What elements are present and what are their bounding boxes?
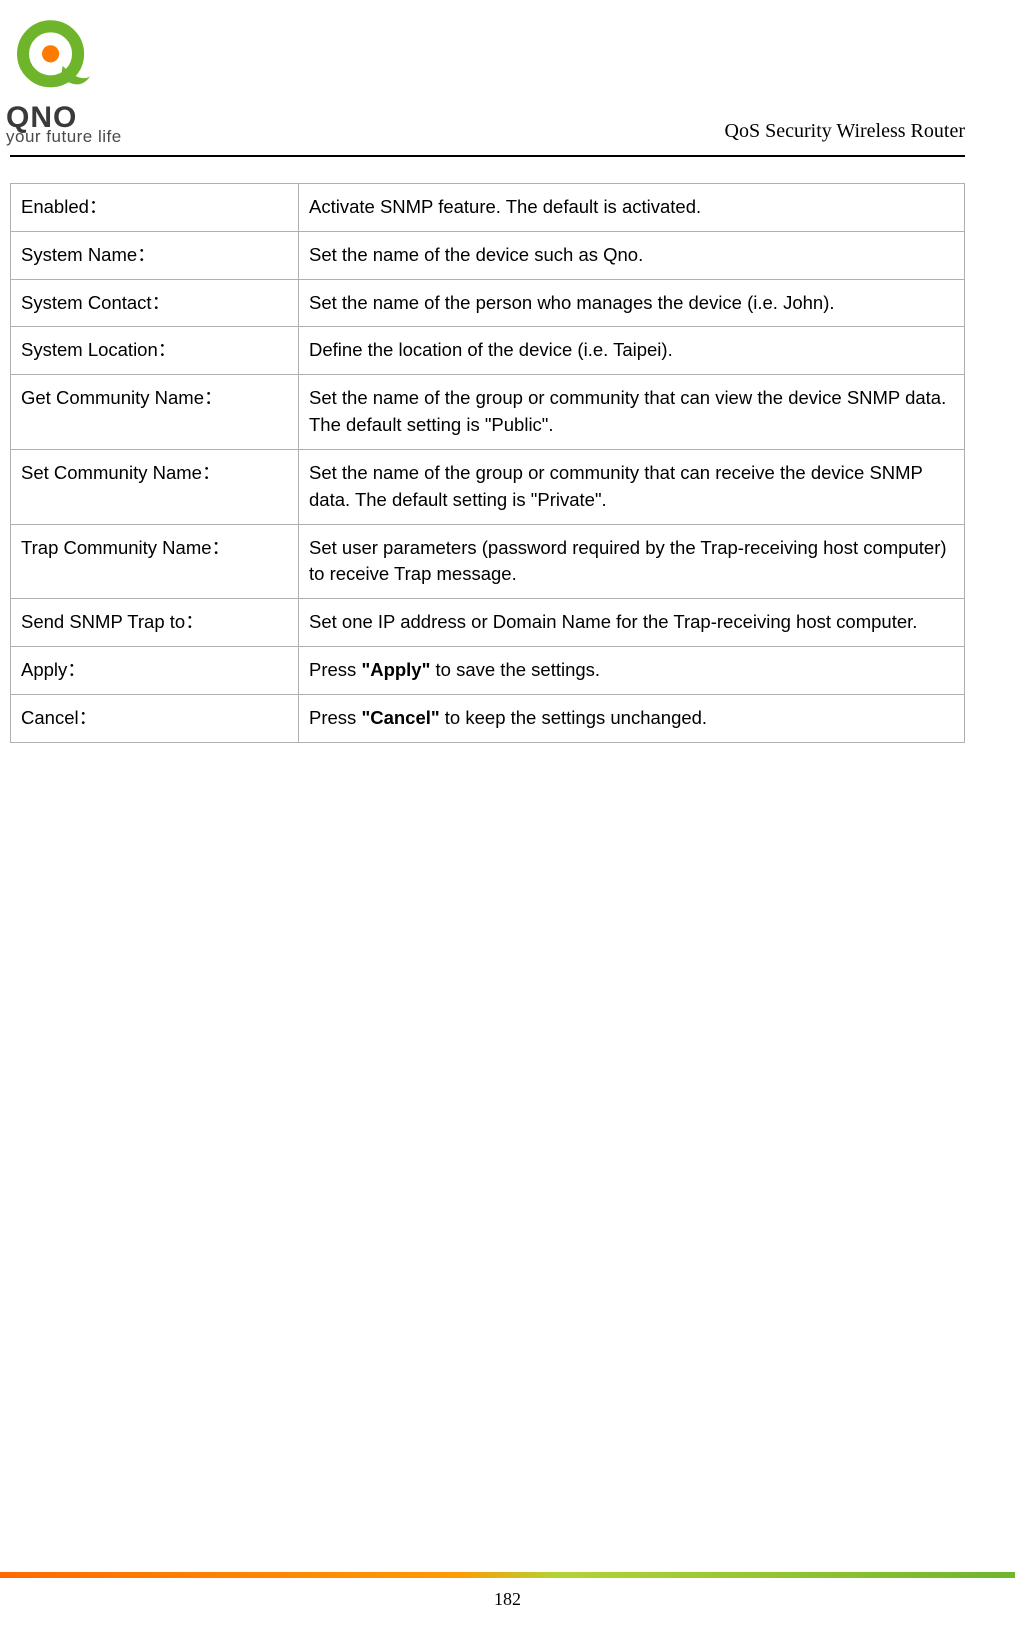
setting-description: Press "Apply" to save the settings.	[299, 646, 965, 694]
brand-tagline: your future life	[6, 127, 122, 147]
setting-label: System Contact：	[11, 279, 299, 327]
table-row: Trap Community Name：Set user parameters …	[11, 524, 965, 599]
desc-before: Press	[309, 707, 361, 728]
setting-description: Set user parameters (password required b…	[299, 524, 965, 599]
setting-label: Trap Community Name：	[11, 524, 299, 599]
setting-description: Set the name of the group or community t…	[299, 375, 965, 450]
setting-label: Get Community Name：	[11, 375, 299, 450]
setting-label: Cancel：	[11, 694, 299, 742]
settings-table: Enabled：Activate SNMP feature. The defau…	[10, 183, 965, 743]
page-title: QoS Security Wireless Router	[725, 120, 965, 147]
setting-description: Set one IP address or Domain Name for th…	[299, 599, 965, 647]
setting-label: Apply：	[11, 646, 299, 694]
setting-label: System Name：	[11, 231, 299, 279]
setting-description: Press "Cancel" to keep the settings unch…	[299, 694, 965, 742]
setting-label: Set Community Name：	[11, 449, 299, 524]
q-icon	[6, 16, 102, 102]
table-row: Set Community Name：Set the name of the g…	[11, 449, 965, 524]
table-row: Enabled：Activate SNMP feature. The defau…	[11, 184, 965, 232]
setting-description: Activate SNMP feature. The default is ac…	[299, 184, 965, 232]
desc-before: Press	[309, 659, 361, 680]
table-row: Cancel：Press "Cancel" to keep the settin…	[11, 694, 965, 742]
desc-bold: "Cancel"	[361, 707, 439, 728]
table-row: Apply：Press "Apply" to save the settings…	[11, 646, 965, 694]
table-row: System Location：Define the location of t…	[11, 327, 965, 375]
brand-logo: QNO your future life	[6, 16, 122, 147]
table-row: System Name：Set the name of the device s…	[11, 231, 965, 279]
desc-bold: "Apply"	[361, 659, 430, 680]
setting-label: System Location：	[11, 327, 299, 375]
setting-description: Set the name of the group or community t…	[299, 449, 965, 524]
table-row: Get Community Name：Set the name of the g…	[11, 375, 965, 450]
setting-description: Define the location of the device (i.e. …	[299, 327, 965, 375]
desc-after: to keep the settings unchanged.	[440, 707, 707, 728]
setting-label: Enabled：	[11, 184, 299, 232]
table-row: System Contact：Set the name of the perso…	[11, 279, 965, 327]
setting-label: Send SNMP Trap to：	[11, 599, 299, 647]
footer-rule	[0, 1572, 1015, 1578]
desc-after: to save the settings.	[430, 659, 600, 680]
setting-description: Set the name of the person who manages t…	[299, 279, 965, 327]
page-header: QNO your future life QoS Security Wirele…	[10, 16, 965, 157]
setting-description: Set the name of the device such as Qno.	[299, 231, 965, 279]
table-row: Send SNMP Trap to：Set one IP address or …	[11, 599, 965, 647]
page-number: 182	[0, 1589, 1015, 1610]
